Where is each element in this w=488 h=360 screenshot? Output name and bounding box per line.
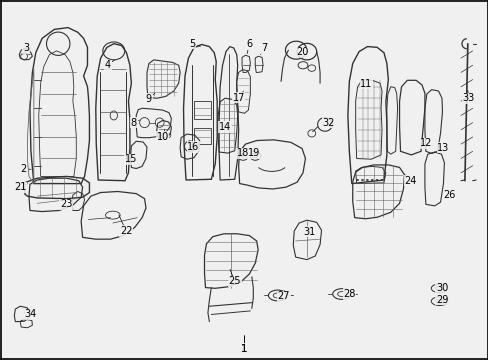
Ellipse shape [380,179,382,181]
Ellipse shape [375,179,377,181]
Text: 9: 9 [145,94,152,104]
Text: 23: 23 [60,199,72,210]
Text: 12: 12 [419,139,431,148]
Text: 6: 6 [246,40,252,49]
Text: 24: 24 [403,176,416,186]
Text: 5: 5 [189,39,195,49]
Text: 32: 32 [322,118,334,128]
Text: 11: 11 [360,79,372,89]
Text: 21: 21 [14,182,26,192]
Text: 15: 15 [124,154,137,164]
Text: 1: 1 [241,343,247,354]
Text: 7: 7 [260,43,266,53]
Text: 25: 25 [228,276,241,286]
Text: 30: 30 [435,283,447,293]
Text: 3: 3 [23,43,29,53]
Text: 34: 34 [24,309,36,319]
Text: 33: 33 [462,93,474,103]
Text: 20: 20 [295,47,307,57]
Text: 28: 28 [343,289,355,299]
Text: 1: 1 [241,343,247,354]
Text: 8: 8 [130,118,136,128]
Text: 27: 27 [277,291,290,301]
Text: 19: 19 [247,148,260,158]
Text: 13: 13 [436,143,448,153]
Text: 10: 10 [156,132,168,142]
Ellipse shape [361,179,363,181]
Text: 31: 31 [303,227,315,237]
Text: 22: 22 [120,226,132,236]
Text: 4: 4 [105,60,111,70]
Ellipse shape [366,179,367,181]
Text: 17: 17 [232,93,244,103]
Ellipse shape [356,179,358,181]
Ellipse shape [370,179,372,181]
Text: 14: 14 [219,122,231,132]
Text: 2: 2 [20,164,27,174]
Text: 29: 29 [435,295,447,305]
Text: 26: 26 [442,190,454,200]
Text: 18: 18 [236,148,249,158]
Text: 16: 16 [187,142,199,152]
